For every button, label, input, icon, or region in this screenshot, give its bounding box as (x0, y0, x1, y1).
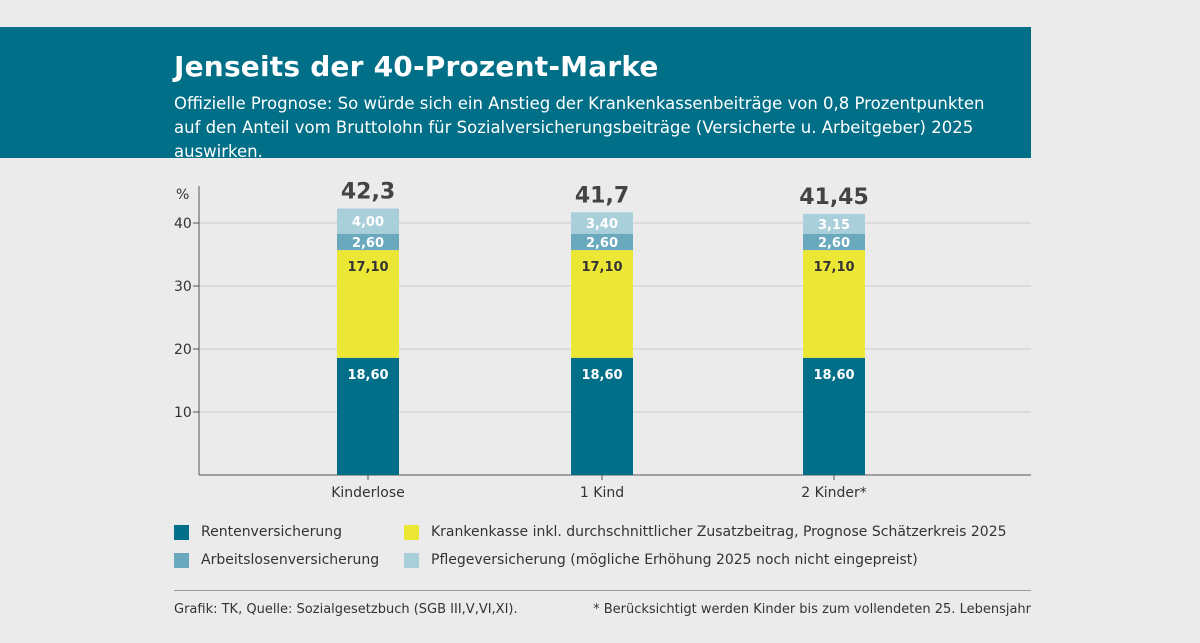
segment-value-label: 2,60 (818, 236, 850, 251)
bar-segment (337, 233, 399, 251)
x-tick-label: Kinderlose (331, 485, 405, 501)
x-tick-label: 2 Kinder* (801, 485, 867, 501)
legend-swatch (404, 524, 419, 540)
legend-label: Rentenversicherung (201, 524, 342, 540)
legend-item-krankenkasse: Krankenkasse inkl. durchschnittlicher Zu… (404, 524, 1007, 540)
bar-segment (571, 233, 633, 251)
x-tick-label: 1 Kind (580, 485, 624, 501)
source-note: Grafik: TK, Quelle: Sozialgesetzbuch (SG… (174, 602, 518, 617)
segment-value-label: 17,10 (581, 260, 622, 275)
segment-value-label: 17,10 (813, 260, 854, 275)
segment-value-label: 3,15 (818, 218, 850, 233)
y-axis-unit: % (176, 187, 189, 203)
segment-value-label: 2,60 (352, 236, 384, 251)
segment-value-label: 18,60 (581, 368, 622, 383)
segment-value-label: 2,60 (586, 236, 618, 251)
y-tick-label: 40 (174, 216, 192, 232)
legend-item-pflegeversicherung: Pflegeversicherung (mögliche Erhöhung 20… (404, 552, 918, 568)
segment-value-label: 4,00 (352, 215, 384, 230)
y-tick-label: 20 (174, 342, 192, 358)
segment-value-label: 18,60 (813, 368, 854, 383)
bar-total-label: 41,7 (575, 183, 629, 208)
bar-segment (803, 250, 865, 358)
bar-segment (337, 357, 399, 475)
segment-value-label: 17,10 (347, 260, 388, 275)
bar-segment (803, 357, 865, 475)
segment-value-label: 3,40 (586, 217, 618, 232)
legend-item-rentenversicherung: Rentenversicherung (174, 524, 342, 540)
bar-segment (803, 233, 865, 251)
bar-total-label: 41,45 (799, 185, 869, 210)
y-tick-label: 30 (174, 279, 192, 295)
header-banner (0, 27, 1031, 158)
bar-segment (337, 208, 399, 234)
legend-label: Krankenkasse inkl. durchschnittlicher Zu… (431, 524, 1007, 540)
bar-total-label: 42,3 (341, 180, 395, 205)
legend-swatch (174, 552, 189, 568)
footnote: * Berücksichtigt werden Kinder bis zum v… (593, 602, 1031, 617)
segment-value-label: 18,60 (347, 368, 388, 383)
footer-divider (174, 590, 1031, 591)
chart-subtitle: Offizielle Prognose: So würde sich ein A… (174, 94, 985, 161)
chart-title: Jenseits der 40-Prozent-Marke (174, 50, 659, 83)
bar-segment (337, 250, 399, 358)
bar-segment (571, 357, 633, 475)
bar-segment (803, 213, 865, 234)
legend-label: Arbeitslosenversicherung (201, 552, 380, 568)
legend-item-arbeitslosenversicherung: Arbeitslosenversicherung (174, 552, 379, 568)
bar-segment (571, 250, 633, 358)
bar-segment (571, 212, 633, 234)
legend-swatch (174, 524, 189, 540)
legend-swatch (404, 552, 419, 568)
legend-label: Pflegeversicherung (mögliche Erhöhung 20… (431, 552, 918, 568)
y-tick-label: 10 (174, 405, 192, 421)
